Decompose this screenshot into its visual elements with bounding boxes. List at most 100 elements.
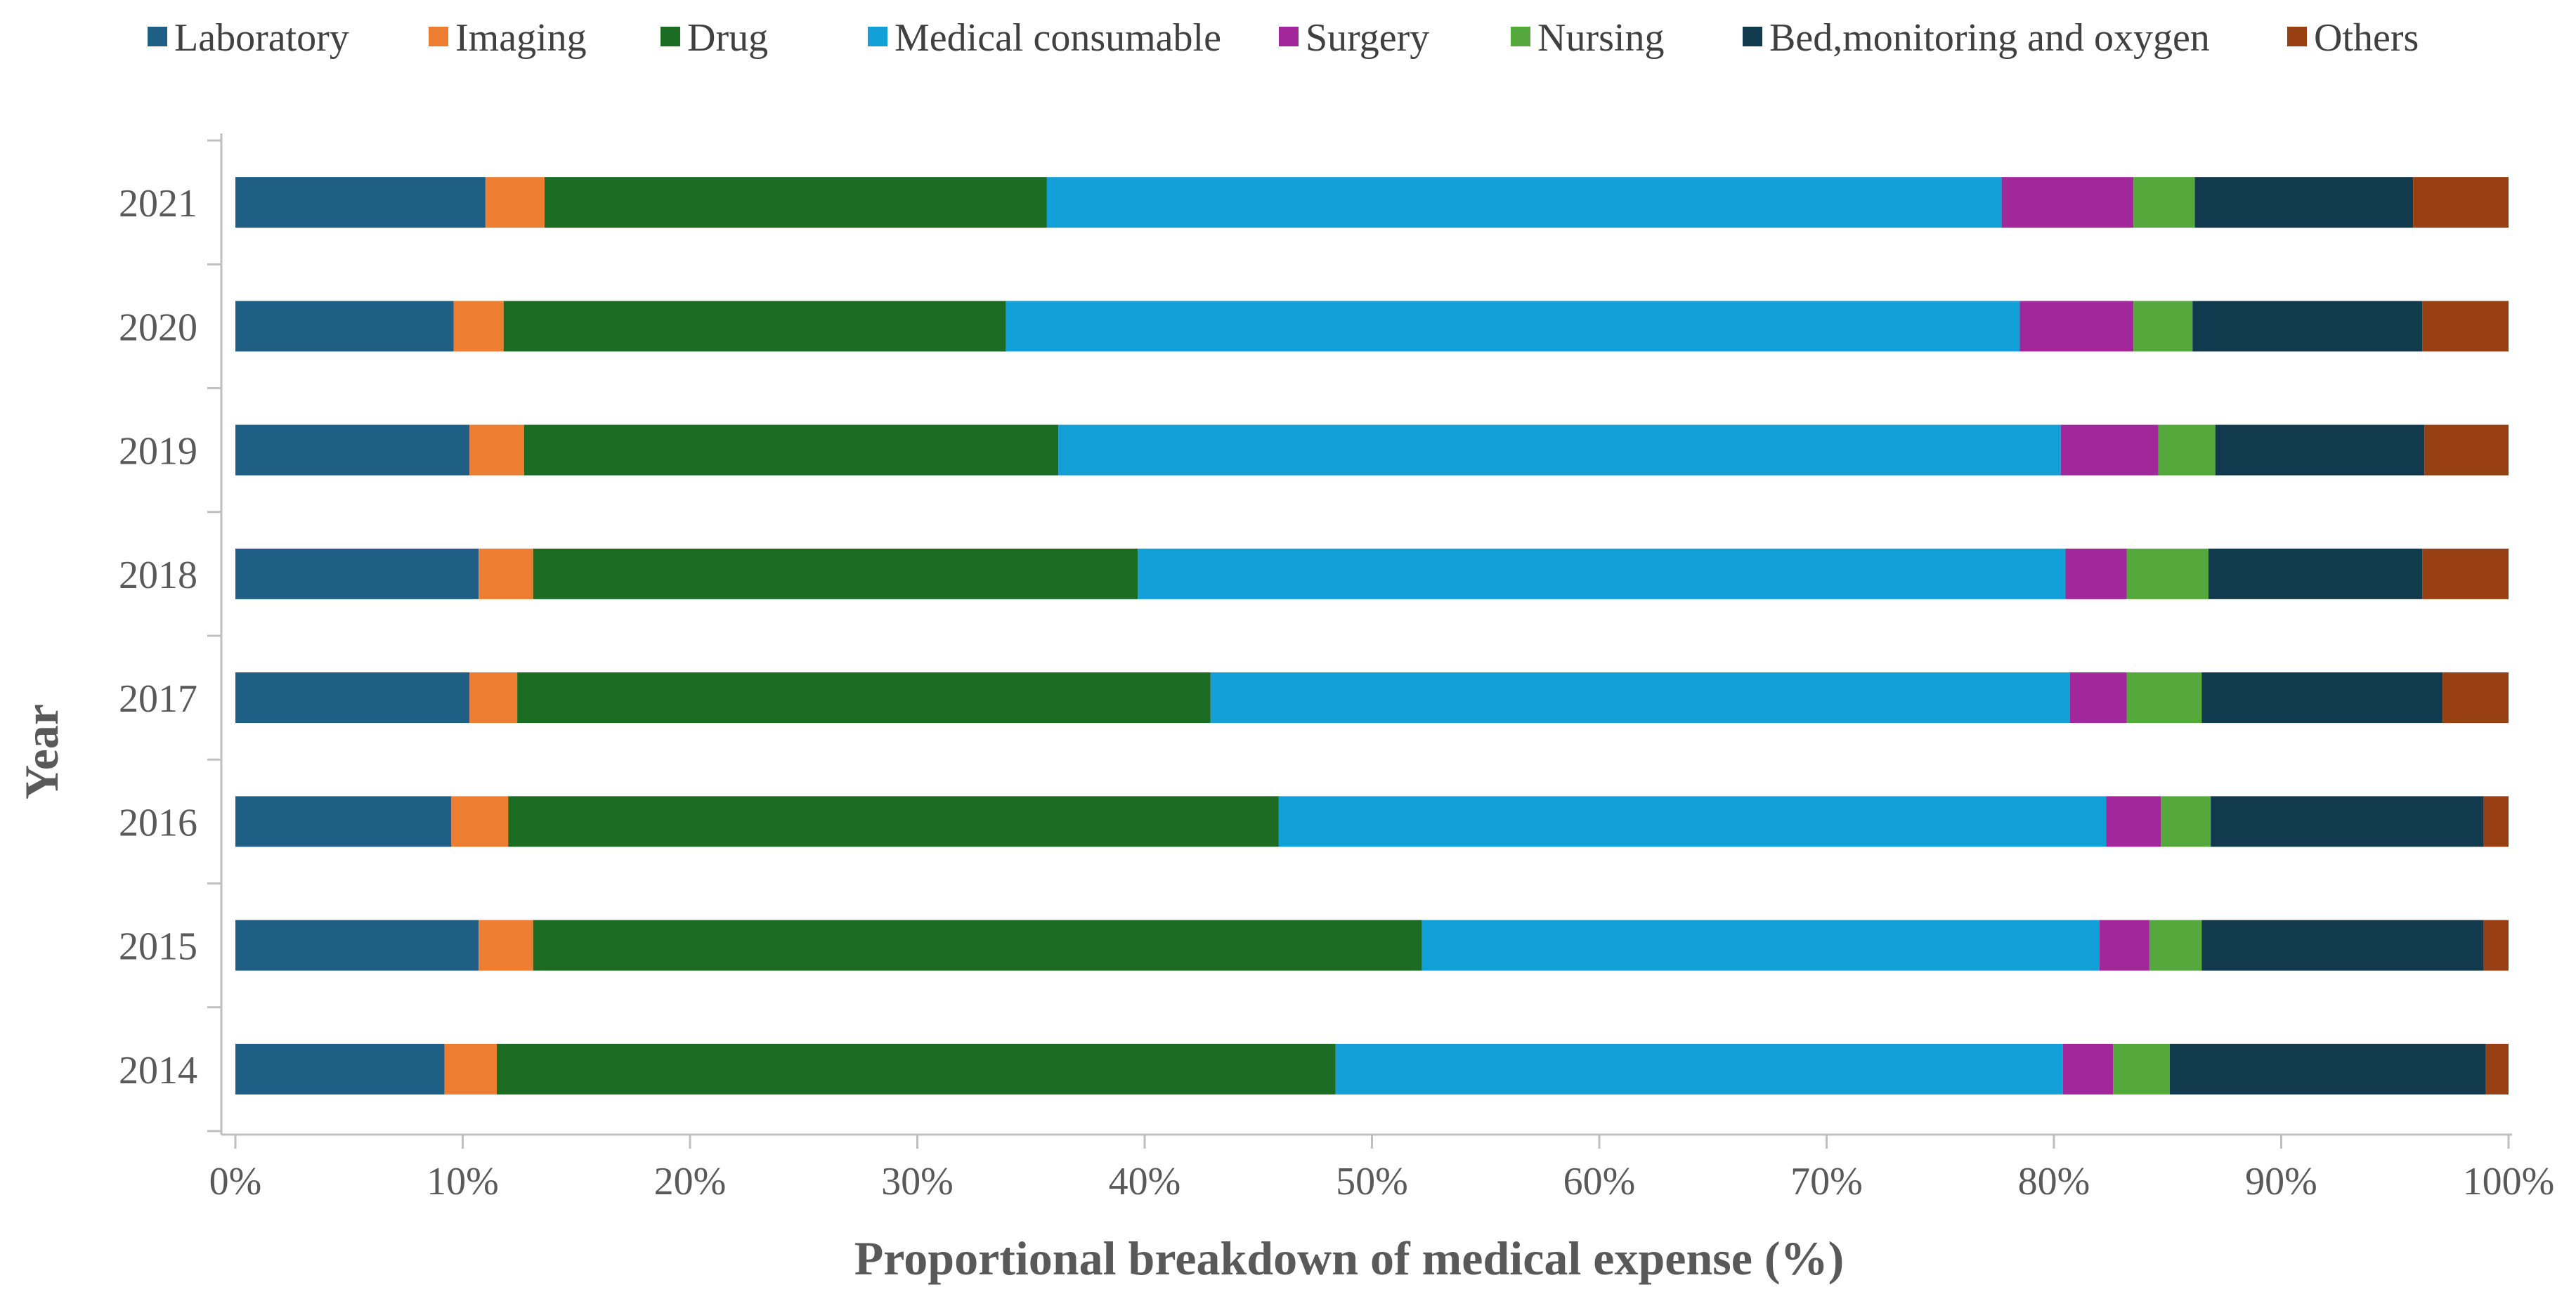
bar-2016-laboratory — [235, 796, 452, 847]
legend-label-surgery: Surgery — [1306, 16, 1429, 60]
legend-label-nursing: Nursing — [1537, 16, 1664, 60]
legend-item-others: Others — [2287, 16, 2419, 60]
bar-2016-imaging — [451, 796, 509, 847]
y-tick-label-2016: 2016 — [119, 801, 197, 844]
x-tick-label-30: 30% — [881, 1160, 954, 1203]
y-tick-label-2014: 2014 — [119, 1049, 197, 1092]
bar-2015-nursing — [2149, 920, 2202, 971]
legend-item-bed-monitoring-and-oxygen: Bed,monitoring and oxygen — [1743, 16, 2210, 60]
legend-swatch-bed-monitoring-and-oxygen — [1743, 27, 1762, 46]
bar-2017-imaging — [469, 672, 518, 724]
x-tick-label-10: 10% — [427, 1160, 499, 1203]
bar-2019-laboratory — [235, 424, 470, 476]
bar-2020-others — [2422, 301, 2509, 352]
y-tick-label-2018: 2018 — [119, 554, 197, 597]
bar-2020-imaging — [453, 301, 504, 352]
bar-2017-drug — [517, 672, 1211, 724]
bar-2014-medical-consumable — [1335, 1043, 2063, 1095]
y-axis: 2021 2020 2019 2018 2017 2016 2015 2014 — [119, 133, 223, 1135]
bar-2021-bed-monitoring-and-oxygen — [2194, 177, 2414, 228]
bar-2018-surgery — [2065, 548, 2127, 599]
bar-2019-bed-monitoring-and-oxygen — [2215, 424, 2425, 476]
x-tick-label-20: 20% — [654, 1160, 727, 1203]
bar-2017-others — [2442, 672, 2509, 724]
legend-label-laboratory: Laboratory — [174, 16, 349, 60]
bar-2016-bed-monitoring-and-oxygen — [2211, 796, 2484, 847]
bar-2014-drug — [497, 1043, 1336, 1095]
bar-2014-surgery — [2062, 1043, 2114, 1095]
bar-2018-laboratory — [235, 548, 479, 599]
x-tick-label-50: 50% — [1336, 1160, 1408, 1203]
legend-swatch-medical-consumable — [868, 27, 887, 46]
bar-2015-drug — [533, 920, 1422, 971]
legend-item-drug: Drug — [661, 16, 768, 60]
legend-swatch-laboratory — [148, 27, 167, 46]
bar-2021-surgery — [2001, 177, 2134, 228]
legend: Laboratory Imaging Drug Medical consumable S… — [148, 16, 2419, 60]
bar-2016-drug — [508, 796, 1279, 847]
bar-2014-bed-monitoring-and-oxygen — [2169, 1043, 2486, 1095]
bar-2018-bed-monitoring-and-oxygen — [2208, 548, 2423, 599]
legend-label-medical-consumable: Medical consumable — [895, 16, 1221, 60]
bar-2018-others — [2422, 548, 2509, 599]
legend-swatch-imaging — [429, 27, 448, 46]
bar-2015-bed-monitoring-and-oxygen — [2201, 920, 2484, 971]
x-axis-title: Proportional breakdown of medical expens… — [854, 1232, 1844, 1285]
legend-item-laboratory: Laboratory — [148, 16, 349, 60]
bar-2021-nursing — [2133, 177, 2195, 228]
legend-swatch-drug — [661, 27, 680, 46]
bar-2021-medical-consumable — [1046, 177, 2002, 228]
bar-2016-nursing — [2161, 796, 2211, 847]
bar-2014-laboratory — [235, 1043, 445, 1095]
legend-item-surgery: Surgery — [1279, 16, 1429, 60]
bar-2015-surgery — [2099, 920, 2149, 971]
bar-2015-medical-consumable — [1422, 920, 2100, 971]
bar-2017-laboratory — [235, 672, 470, 724]
x-tick-label-100: 100% — [2463, 1160, 2555, 1203]
bars — [235, 177, 2509, 1095]
bar-2017-bed-monitoring-and-oxygen — [2201, 672, 2443, 724]
bar-2020-medical-consumable — [1006, 301, 2020, 352]
bar-2016-medical-consumable — [1278, 796, 2107, 847]
bar-2016-surgery — [2106, 796, 2161, 847]
bar-2015-imaging — [479, 920, 533, 971]
bar-2019-surgery — [2060, 424, 2159, 476]
y-axis-title: Year — [15, 704, 68, 799]
bar-2015-others — [2483, 920, 2509, 971]
bar-2019-others — [2424, 424, 2509, 476]
bar-2019-drug — [523, 424, 1059, 476]
legend-label-bed-monitoring-and-oxygen: Bed,monitoring and oxygen — [1769, 16, 2210, 60]
bar-2020-surgery — [2019, 301, 2134, 352]
bar-2020-laboratory — [235, 301, 454, 352]
bar-2021-imaging — [485, 177, 545, 228]
legend-item-medical-consumable: Medical consumable — [868, 16, 1221, 60]
legend-label-others: Others — [2314, 16, 2419, 60]
legend-label-drug: Drug — [687, 16, 768, 60]
bar-2021-drug — [544, 177, 1047, 228]
bar-2020-drug — [503, 301, 1006, 352]
bar-2018-drug — [533, 548, 1138, 599]
bar-2017-nursing — [2126, 672, 2202, 724]
x-tick-label-40: 40% — [1109, 1160, 1181, 1203]
bar-2017-surgery — [2069, 672, 2127, 724]
bar-2020-bed-monitoring-and-oxygen — [2192, 301, 2423, 352]
bar-2020-nursing — [2133, 301, 2193, 352]
y-tick-label-2017: 2017 — [119, 677, 197, 721]
y-tick-label-2015: 2015 — [119, 925, 197, 969]
y-tick-label-2021: 2021 — [119, 182, 197, 226]
bar-2014-others — [2485, 1043, 2509, 1095]
bar-2015-laboratory — [235, 920, 479, 971]
legend-swatch-surgery — [1279, 27, 1299, 46]
x-tick-label-0: 0% — [209, 1160, 262, 1203]
x-axis: 0% 10% 20% 30% 40% 50% 60% 70% 80% 90% 100% — [209, 1133, 2555, 1203]
bar-2019-nursing — [2158, 424, 2216, 476]
x-tick-label-80: 80% — [2018, 1160, 2090, 1203]
x-tick-label-60: 60% — [1563, 1160, 1636, 1203]
bar-2014-imaging — [444, 1043, 497, 1095]
bar-2018-nursing — [2126, 548, 2209, 599]
legend-swatch-nursing — [1511, 27, 1530, 46]
bar-2016-others — [2483, 796, 2509, 847]
bar-2019-medical-consumable — [1058, 424, 2061, 476]
legend-swatch-others — [2287, 27, 2307, 46]
